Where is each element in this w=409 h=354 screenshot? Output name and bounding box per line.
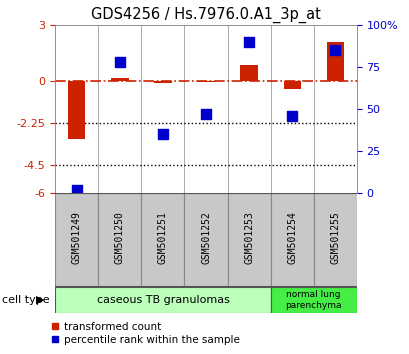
Text: caseous TB granulomas: caseous TB granulomas [96, 295, 229, 305]
Bar [240, 65, 257, 81]
Title: GDS4256 / Hs.7976.0.A1_3p_at: GDS4256 / Hs.7976.0.A1_3p_at [91, 7, 320, 23]
Text: normal lung
parenchyma: normal lung parenchyma [285, 290, 341, 310]
Bar [68, 81, 85, 139]
Point [74, 187, 80, 193]
Text: GSM501249: GSM501249 [72, 212, 82, 264]
Bar [184, 193, 227, 287]
Bar [270, 287, 356, 313]
Bar [111, 78, 128, 81]
Text: GSM501255: GSM501255 [329, 212, 339, 264]
Point [202, 111, 209, 117]
Bar [55, 287, 270, 313]
Text: ▶: ▶ [36, 295, 44, 305]
Bar [227, 193, 270, 287]
Text: GSM501254: GSM501254 [286, 212, 297, 264]
Bar [313, 193, 356, 287]
Bar [55, 193, 98, 287]
Bar [283, 81, 300, 89]
Bar [197, 81, 214, 82]
Bar [326, 41, 343, 81]
Text: GSM501250: GSM501250 [115, 212, 125, 264]
Text: GSM501253: GSM501253 [243, 212, 254, 264]
Text: GSM501252: GSM501252 [200, 212, 211, 264]
Text: GSM501251: GSM501251 [157, 212, 168, 264]
Point [288, 113, 294, 118]
Legend: transformed count, percentile rank within the sample: transformed count, percentile rank withi… [46, 317, 243, 349]
Text: cell type: cell type [2, 295, 49, 305]
Bar [98, 193, 141, 287]
Point [116, 59, 123, 64]
Bar [154, 81, 171, 83]
Point [331, 47, 337, 53]
Point [245, 39, 252, 44]
Point [159, 131, 166, 137]
Bar [141, 193, 184, 287]
Bar [270, 193, 313, 287]
